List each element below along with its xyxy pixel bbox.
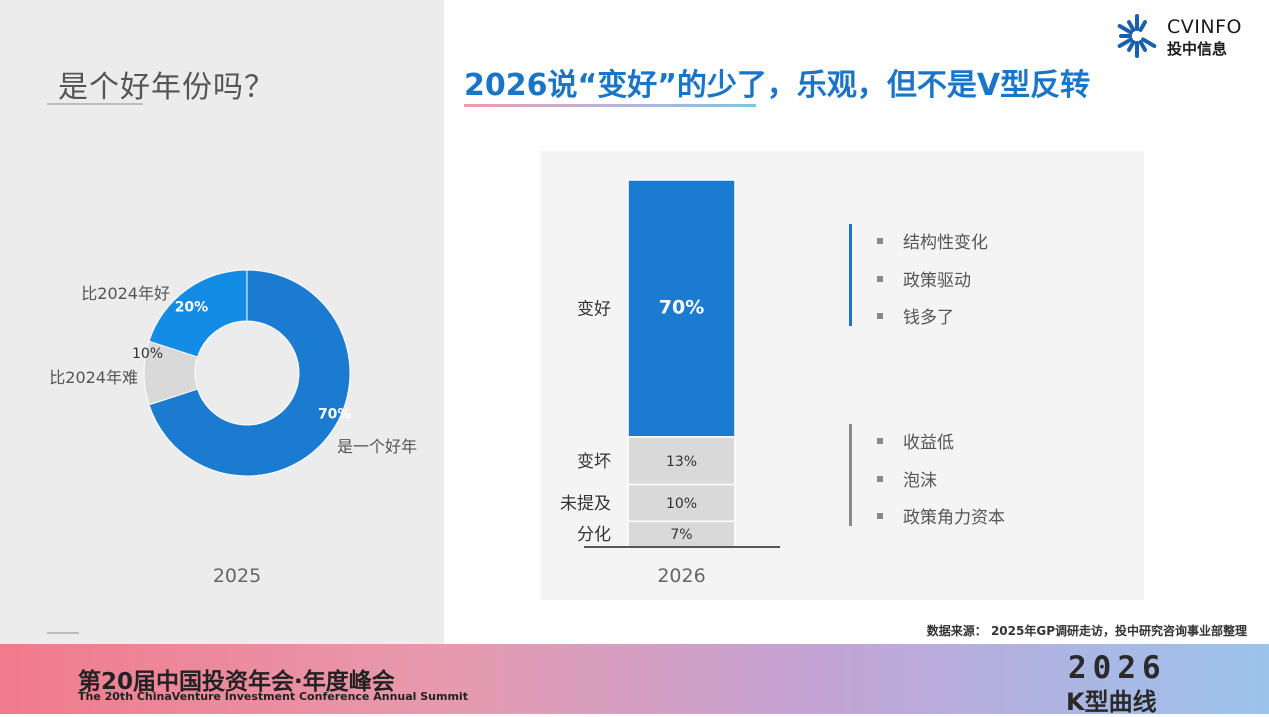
bar-category-label: 变坏 — [577, 452, 611, 472]
bar-segment — [627, 483, 736, 523]
bar-value-label: 70% — [659, 296, 704, 318]
footer-title: 第20届中国投资年会·年度峰会 — [78, 669, 395, 695]
bar-segment — [627, 179, 736, 438]
logo-ray — [1138, 40, 1147, 52]
stacked-bar-chart: 70% 变好 13% 变坏 10% 未提及 7% 分化 2026 — [560, 179, 780, 587]
bar-category-label: 未提及 — [560, 494, 611, 514]
donut-x-label: 2025 — [213, 565, 261, 587]
donut-chart: 70% 10% 20% 是一个好年 比2024年难 比2024年好 2025 — [49, 269, 417, 587]
logo-ray — [1127, 20, 1136, 32]
main-title-underline — [464, 104, 756, 107]
donut-value-label: 20% — [175, 299, 209, 315]
data-source-note: 数据来源： 2025年GP调研走访，投中研究咨询事业部整理 — [926, 624, 1247, 638]
main-title: 2026说“变好”的少了，乐观，但不是V型反转 — [464, 68, 1091, 103]
logo-ray — [1141, 37, 1157, 48]
footer-slogan: K型曲线 — [1066, 688, 1157, 716]
bar-value-label: 7% — [670, 527, 692, 543]
logo-text-secondary: 投中信息 — [1167, 40, 1228, 58]
logo-ray — [1138, 20, 1147, 32]
cvinfo-logo: CVINFO 投中信息 — [1115, 14, 1255, 58]
negative-notes-bar — [849, 424, 852, 526]
left-title-underline — [47, 103, 143, 105]
positive-notes-bar — [849, 224, 852, 326]
left-title: 是个好年份吗？ — [58, 70, 275, 105]
negative-notes: 收益低 泡沫 政策角力资本 — [849, 424, 1109, 528]
footer-banner: 第20届中国投资年会·年度峰会 The 20th ChinaVenture In… — [0, 644, 1269, 716]
logo-ray — [1117, 37, 1133, 48]
donut-category-label: 比2024年难 — [49, 368, 138, 387]
positive-note-item: 政策驱动 — [877, 266, 971, 291]
negative-note-item: 政策角力资本 — [877, 503, 1005, 528]
logo-text-primary: CVINFO — [1167, 16, 1242, 38]
logo-ray — [1117, 24, 1133, 35]
bar-x-label: 2026 — [657, 565, 705, 587]
donut-category-label: 比2024年好 — [81, 284, 170, 303]
bar-value-label: 13% — [666, 454, 697, 470]
sunburst-logo-icon — [1117, 14, 1157, 58]
bar-value-label: 10% — [666, 496, 697, 512]
donut-slice — [148, 269, 248, 358]
left-bottom-dash — [47, 632, 79, 634]
donut-value-label: 70% — [318, 407, 352, 423]
positive-note-item: 结构性变化 — [877, 228, 988, 253]
logo-ray — [1127, 40, 1136, 52]
positive-notes: 结构性变化 政策驱动 钱多了 — [849, 224, 1109, 328]
footer-subtitle: The 20th ChinaVenture Investment Confere… — [78, 690, 468, 703]
bar-category-label: 分化 — [577, 525, 611, 545]
bar-category-label: 变好 — [577, 299, 611, 319]
bar-segment — [627, 436, 736, 486]
negative-note-item: 收益低 — [877, 428, 954, 453]
donut-category-label: 是一个好年 — [337, 437, 417, 456]
positive-note-item: 钱多了 — [877, 303, 954, 328]
donut-slice — [148, 269, 351, 477]
footer-year: 2026 — [1068, 650, 1167, 686]
negative-note-item: 泡沫 — [877, 466, 937, 491]
donut-value-label: 10% — [132, 346, 163, 362]
